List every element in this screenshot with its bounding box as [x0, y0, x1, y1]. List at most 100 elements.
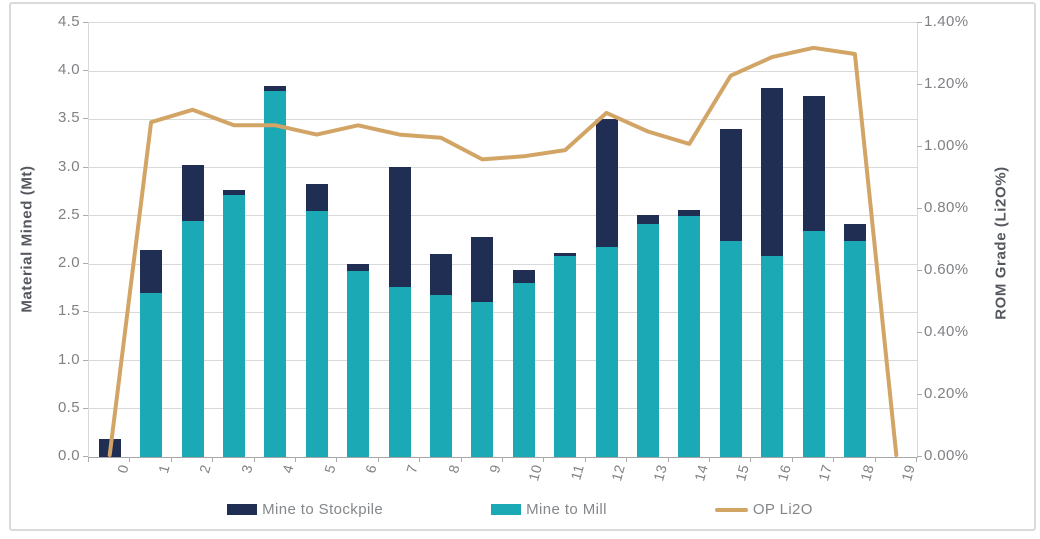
bar-segment-mine-to-mill — [140, 293, 163, 457]
x-axis-tick-mark — [833, 457, 835, 462]
x-axis-tick-mark — [170, 457, 172, 462]
bar-segment-mine-to-mill — [181, 220, 204, 457]
x-axis-tick-label: 19 — [898, 462, 918, 483]
bar-segment-mine-to-mill — [264, 91, 287, 457]
left-axis-tick-label: 0.5 — [57, 398, 80, 416]
x-axis-tick-mark — [212, 457, 214, 462]
gridline — [89, 263, 917, 265]
left-axis-tick-mark — [83, 263, 88, 265]
bar-segment-mine-to-stockpile — [761, 87, 784, 257]
x-axis-tick-mark — [543, 457, 545, 462]
bar-segment-mine-to-mill — [388, 287, 411, 457]
bar-segment-mine-to-stockpile — [429, 254, 452, 295]
x-axis-tick-label: 13 — [649, 462, 670, 483]
bar-segment-mine-to-mill — [761, 256, 784, 457]
bar-segment-mine-to-mill — [471, 301, 494, 457]
x-axis-tick-mark — [584, 457, 586, 462]
bar-segment-mine-to-stockpile — [512, 269, 535, 284]
mill-swatch-icon — [491, 504, 522, 515]
right-axis-tick-label: 0.00% — [924, 447, 969, 464]
right-axis-tick-label: 0.20% — [924, 385, 969, 402]
right-axis-tick-label: 0.40% — [924, 323, 969, 340]
right-axis-tick-mark — [917, 84, 922, 85]
left-axis-tick-mark — [83, 214, 88, 216]
left-axis-tick-mark — [83, 311, 88, 313]
right-axis-tick-mark — [917, 208, 922, 209]
right-axis-title: ROM Grade (Li2O%) — [992, 166, 1010, 320]
x-axis-tick-mark — [502, 457, 503, 462]
left-axis-tick-mark — [83, 456, 88, 457]
right-axis-tick-label: 1.20% — [924, 75, 969, 92]
x-axis-tick-mark — [88, 457, 89, 462]
bar-segment-mine-to-mill — [678, 215, 701, 457]
stockpile-swatch-icon — [227, 504, 258, 515]
legend-label: Mine to Mill — [526, 501, 607, 518]
left-axis-tick-mark — [83, 407, 88, 409]
legend-label: OP Li2O — [752, 501, 813, 518]
right-axis-tick-mark — [917, 394, 922, 395]
gridline — [89, 360, 917, 362]
bar-segment-mine-to-stockpile — [843, 223, 866, 241]
x-axis-tick-label: 18 — [856, 462, 877, 483]
left-axis-tick-mark — [83, 118, 88, 120]
x-axis-tick-mark — [377, 457, 379, 462]
x-axis-tick-mark — [874, 457, 876, 462]
bar-segment-mine-to-stockpile — [595, 118, 618, 247]
left-axis-tick-mark — [83, 359, 88, 361]
gridline — [89, 118, 917, 120]
x-axis-tick-mark — [626, 457, 628, 462]
bar-segment-mine-to-mill — [429, 294, 452, 457]
x-axis-tick-mark — [295, 457, 296, 462]
bar-segment-mine-to-stockpile — [802, 96, 825, 232]
left-axis-tick-mark — [83, 70, 88, 72]
right-axis-tick-mark — [917, 22, 922, 23]
right-axis-tick-mark — [917, 332, 922, 333]
chart-frame-border — [9, 2, 1036, 531]
x-axis-tick-mark — [419, 457, 421, 462]
bar-segment-mine-to-stockpile — [719, 129, 742, 241]
left-axis-tick-label: 1.0 — [57, 350, 80, 368]
bar-segment-mine-to-mill — [554, 256, 577, 457]
x-axis-tick-mark — [129, 457, 131, 462]
x-axis-tick-mark — [336, 457, 338, 462]
legend: Mine to Stockpile Mine to Mill OP Li2O — [0, 501, 1040, 518]
right-axis-tick-label: 1.00% — [924, 137, 969, 154]
legend-item-mine-to-stockpile: Mine to Stockpile — [227, 501, 383, 518]
left-axis-title: Material Mined (Mt) — [18, 165, 36, 313]
plot-area — [88, 22, 918, 458]
x-axis-tick-mark — [791, 457, 793, 462]
bar-segment-mine-to-mill — [347, 270, 370, 457]
gridline — [89, 70, 917, 72]
right-axis-tick-label: 1.40% — [924, 13, 969, 30]
left-axis-tick-label: 4.5 — [57, 13, 80, 30]
bar-segment-mine-to-mill — [843, 240, 866, 457]
left-axis-tick-label: 2.0 — [57, 254, 80, 272]
left-axis-tick-mark — [83, 22, 88, 23]
right-axis-tick-label: 0.80% — [924, 199, 969, 216]
x-axis-tick-mark — [750, 457, 752, 462]
legend-item-op-li2o: OP Li2O — [714, 501, 813, 518]
bar-segment-mine-to-stockpile — [678, 210, 701, 216]
bar-segment-mine-to-stockpile — [471, 237, 494, 302]
bar-segment-mine-to-mill — [636, 223, 659, 457]
x-axis-tick-mark — [253, 457, 255, 462]
x-axis-tick-mark — [709, 457, 710, 462]
x-axis-tick-mark — [460, 457, 462, 462]
left-axis-tick-label: 0.0 — [57, 447, 80, 464]
bar-segment-mine-to-stockpile — [388, 166, 411, 288]
bar-segment-mine-to-stockpile — [181, 164, 204, 221]
gridline — [89, 215, 917, 217]
right-axis-tick-mark — [917, 456, 922, 457]
bar-segment-mine-to-mill — [719, 240, 742, 457]
bar-segment-mine-to-mill — [595, 246, 618, 457]
x-axis-tick-label: 16 — [773, 462, 794, 483]
bar-segment-mine-to-stockpile — [305, 184, 328, 212]
right-axis-tick-label: 0.60% — [924, 261, 969, 278]
x-axis-tick-mark — [916, 457, 917, 462]
bar-segment-mine-to-mill — [305, 211, 328, 457]
left-axis-tick-label: 1.5 — [57, 302, 80, 320]
left-axis-tick-label: 3.0 — [57, 157, 80, 175]
x-axis-tick-label: 11 — [567, 462, 587, 482]
bar-segment-mine-to-stockpile — [222, 189, 245, 195]
